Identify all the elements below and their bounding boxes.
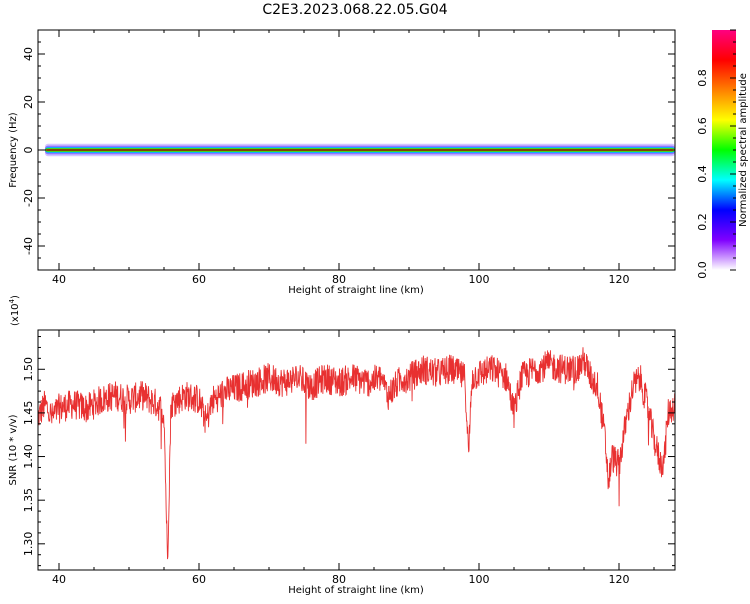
x-tick-label: 40 <box>52 573 66 586</box>
y-tick-label: 1.45 <box>22 401 35 426</box>
colorbar-tick-label: 0.6 <box>696 117 709 135</box>
colorbar-gradient <box>712 30 736 270</box>
y-tick-label: 40 <box>22 47 35 61</box>
x-tick-label: 60 <box>192 573 206 586</box>
x-tick-label: 100 <box>469 273 490 286</box>
snr-frame <box>37 329 676 571</box>
y-tick-label: 1.40 <box>22 444 35 469</box>
colorbar-tick-label: 0.4 <box>696 165 709 183</box>
chart-title: C2E3.2023.068.22.05.G04 <box>262 2 447 18</box>
x-tick-label: 120 <box>609 273 630 286</box>
x-tick-label: 80 <box>332 573 346 586</box>
colorbar-tick-label: 0.0 <box>696 261 709 279</box>
x-tick-label: 100 <box>469 573 490 586</box>
spectrogram-y-ticks: -40 -20 0 20 40 <box>22 29 675 271</box>
spectrogram-signal-band <box>45 143 675 157</box>
colorbar-tick-label: 0.2 <box>696 213 709 231</box>
snr-y-axis-label: SNR (10 * v/v) <box>8 414 19 485</box>
y-tick-label: -40 <box>22 237 35 255</box>
colorbar-ticks: 0.0 0.2 0.4 0.6 0.8 <box>696 29 736 279</box>
snr-x-axis-label: Height of straight line (km) <box>288 585 424 596</box>
y-tick-label: 0 <box>22 147 35 154</box>
y-tick-label: 1.50 <box>22 357 35 382</box>
snr-series-line <box>38 347 675 560</box>
colorbar-tick-label: 0.8 <box>696 69 709 87</box>
snr-x-ticks: 40 60 80 100 120 <box>52 330 655 586</box>
spectrogram-x-ticks: 40 60 80 100 120 <box>52 30 655 286</box>
x-tick-label: 80 <box>332 273 346 286</box>
x-tick-label: 40 <box>52 273 66 286</box>
spectrogram-x-axis-label: Height of straight line (km) <box>288 285 424 296</box>
spectrogram-y-axis-label: Frequency (Hz) <box>8 112 19 188</box>
colorbar: 0.0 0.2 0.4 0.6 0.8 Normalized spectral ampl… <box>696 29 749 279</box>
snr-panel: 40 60 80 100 120 1.30 1.35 1.40 1.45 1.50 Height… <box>8 295 676 596</box>
x-tick-label: 120 <box>609 573 630 586</box>
y-tick-label: -20 <box>22 189 35 207</box>
y-tick-label: 20 <box>22 95 35 109</box>
y-tick-label: 1.35 <box>22 488 35 513</box>
spectrogram-panel: 40 60 80 100 120 -40 -20 0 20 40 Height of strai… <box>8 29 676 296</box>
colorbar-label: Normalized spectral amplitude <box>738 73 749 227</box>
snr-exponent-label: (x104) <box>8 295 21 326</box>
y-tick-label: 1.30 <box>22 532 35 557</box>
snr-y-ticks: 1.30 1.35 1.40 1.45 1.50 <box>22 336 675 567</box>
x-tick-label: 60 <box>192 273 206 286</box>
